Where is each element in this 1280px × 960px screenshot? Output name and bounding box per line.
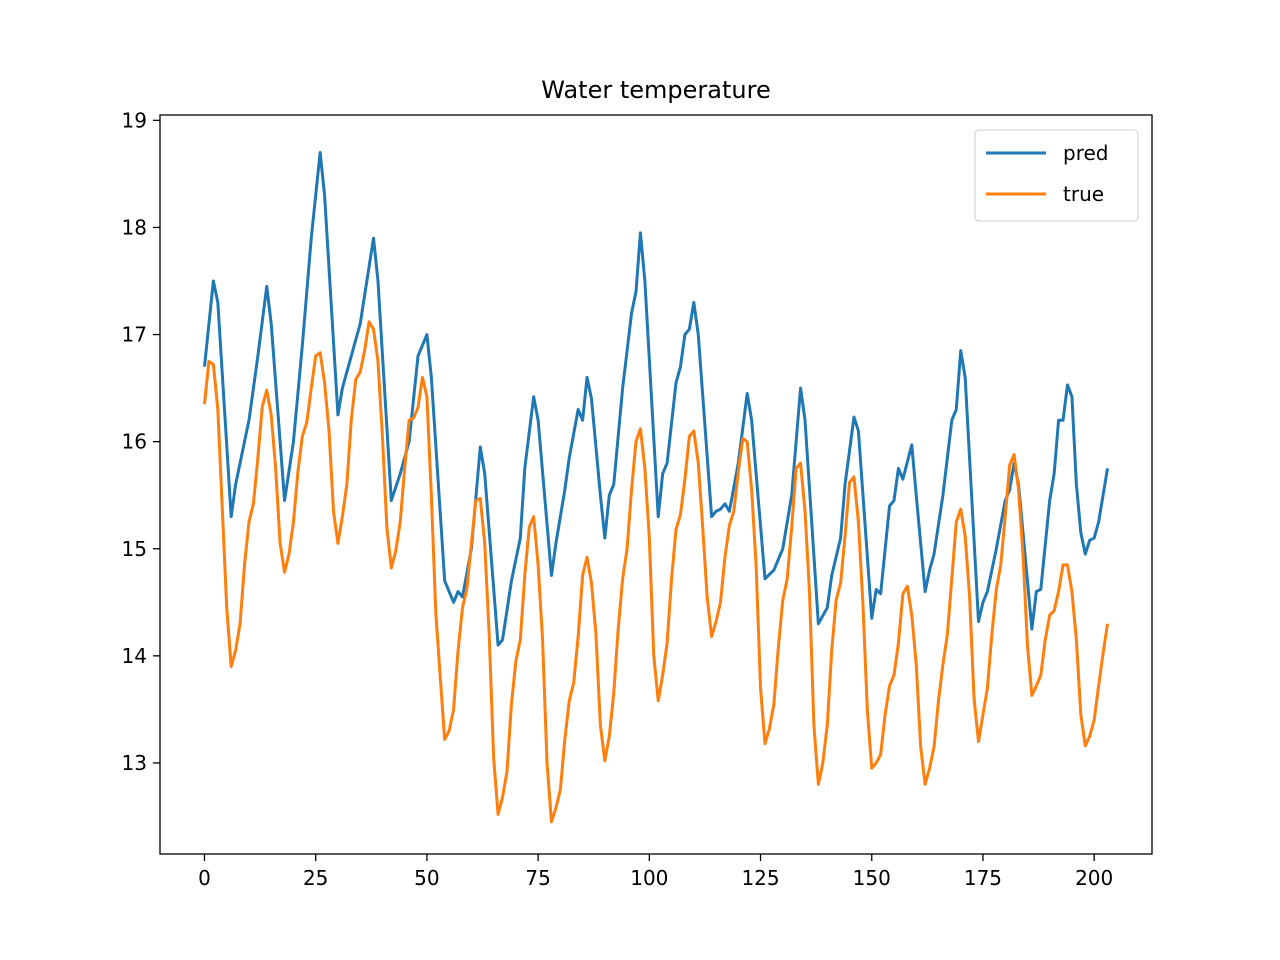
y-tick-label: 15 (122, 537, 147, 561)
x-tick-label: 75 (525, 866, 550, 890)
chart-title: Water temperature (541, 76, 770, 104)
y-tick-label: 13 (122, 751, 147, 775)
x-tick-label: 50 (414, 866, 439, 890)
x-tick-label: 175 (964, 866, 1002, 890)
legend-box (974, 129, 1139, 222)
y-axis: 13 14 15 16 17 18 19 (122, 108, 160, 775)
x-tick-label: 200 (1075, 866, 1113, 890)
series-lines (202, 150, 1110, 824)
x-tick-label: 150 (853, 866, 891, 890)
y-tick-label: 19 (122, 108, 147, 132)
x-axis: 0 25 50 75 100 125 150 175 200 (198, 854, 1113, 890)
x-tick-label: 100 (630, 866, 668, 890)
plot-frame (159, 114, 1153, 855)
legend-label-pred: pred (1063, 141, 1108, 165)
y-tick-label: 14 (122, 644, 147, 668)
y-tick-label: 16 (122, 430, 147, 454)
x-tick-label: 0 (198, 866, 211, 890)
legend: pred true (974, 129, 1139, 222)
x-tick-label: 25 (303, 866, 328, 890)
x-tick-label: 125 (741, 866, 779, 890)
series-line-pred (202, 150, 1109, 647)
series-line-true (202, 320, 1110, 824)
y-tick-label: 18 (122, 215, 147, 239)
legend-label-true: true (1063, 182, 1104, 206)
y-tick-label: 17 (122, 323, 147, 347)
